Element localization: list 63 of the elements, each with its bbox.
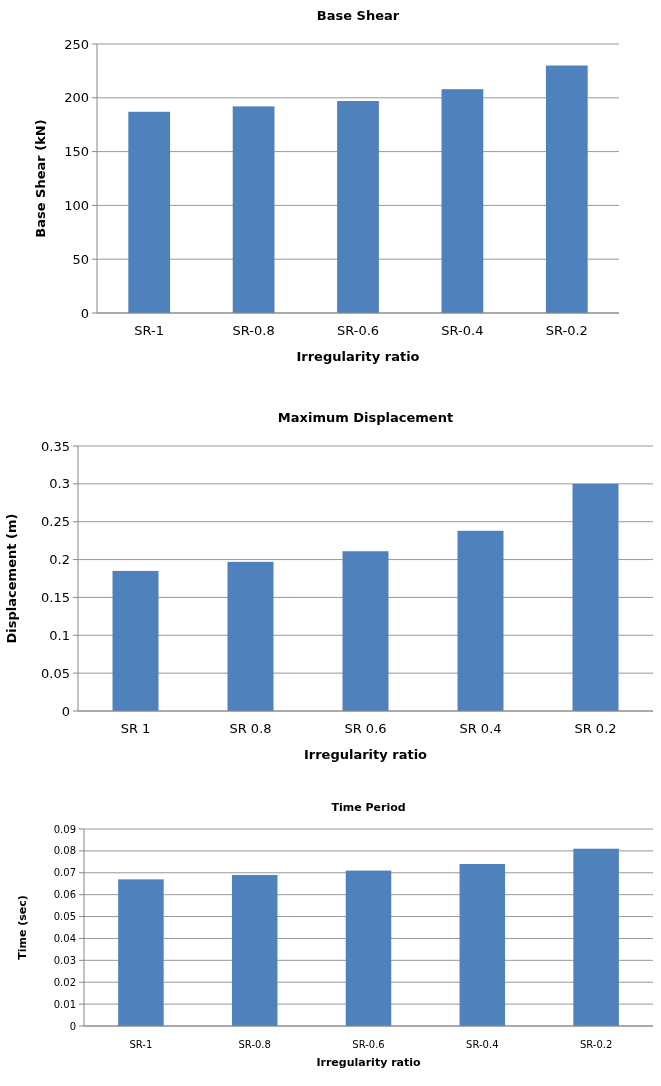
bar [118, 879, 164, 1026]
x-axis-title: Irregularity ratio [303, 747, 428, 762]
bar [128, 111, 171, 313]
x-tick-label: SR-0.2 [579, 1039, 613, 1050]
y-tick-label: 0.08 [53, 845, 76, 857]
y-tick-label: 0.04 [53, 932, 76, 944]
bar [545, 65, 588, 313]
y-tick-label: 0.25 [41, 514, 70, 530]
bar [572, 483, 619, 711]
x-tick-label: SR-1 [129, 1039, 153, 1050]
y-axis-title: Displacement (m) [4, 513, 19, 644]
x-tick-label: SR 0.2 [574, 721, 617, 736]
y-tick-label: 0.03 [53, 954, 76, 966]
y-tick-label: 0 [80, 305, 89, 321]
bar [227, 561, 274, 711]
bar [459, 864, 506, 1026]
x-tick-label: SR-0.8 [232, 323, 275, 338]
y-tick-label: 0.01 [53, 998, 76, 1010]
y-axis-title: Base Shear (kN) [33, 119, 48, 238]
y-tick-label: 0.3 [49, 476, 70, 492]
y-tick-label: 100 [64, 197, 89, 213]
x-tick-label: SR-0.6 [336, 323, 380, 338]
bar [337, 101, 379, 313]
x-tick-label: SR-0.6 [352, 1039, 385, 1050]
y-tick-label: 0.09 [53, 823, 76, 835]
y-tick-label: 0.35 [41, 438, 70, 454]
y-tick-label: 0.2 [49, 552, 70, 568]
x-tick-label: SR 0.4 [459, 721, 502, 736]
y-tick-label: 0.05 [53, 911, 76, 923]
bar [457, 530, 504, 711]
bar [441, 89, 484, 313]
y-tick-label: 0 [61, 703, 70, 719]
x-tick-label: SR-0.4 [466, 1039, 499, 1050]
x-tick-label: SR 0.6 [344, 721, 387, 736]
y-tick-label: 150 [64, 144, 89, 160]
y-tick-label: 200 [64, 90, 89, 106]
chart-title: Base Shear [316, 8, 400, 23]
bar [573, 848, 619, 1026]
y-axis-title: Time (sec) [16, 895, 29, 960]
bar [342, 551, 389, 711]
y-tick-label: 0.02 [53, 976, 76, 988]
y-tick-label: 0 [69, 1020, 76, 1032]
y-tick-label: 0.05 [41, 665, 70, 681]
x-tick-label: SR-0.2 [545, 323, 588, 338]
x-axis-title: Irregularity ratio [316, 1056, 422, 1069]
bar [112, 570, 159, 711]
chart-title: Time Period [331, 801, 406, 814]
y-tick-label: 250 [64, 36, 89, 52]
y-tick-label: 0.1 [49, 627, 70, 643]
x-tick-label: SR 1 [120, 721, 151, 736]
x-axis-title: Irregularity ratio [296, 349, 420, 364]
chart-title: Maximum Displacement [277, 410, 454, 425]
y-tick-label: 0.07 [53, 867, 76, 879]
x-tick-label: SR 0.8 [229, 721, 272, 736]
x-tick-label: SR-0.8 [238, 1039, 271, 1050]
y-tick-label: 50 [72, 251, 89, 267]
bar [231, 874, 278, 1026]
y-tick-label: 0.15 [41, 589, 70, 605]
bar [232, 106, 275, 313]
bar [345, 870, 392, 1026]
x-tick-label: SR-1 [134, 323, 165, 338]
x-tick-label: SR-0.4 [441, 323, 484, 338]
y-tick-label: 0.06 [53, 889, 76, 901]
